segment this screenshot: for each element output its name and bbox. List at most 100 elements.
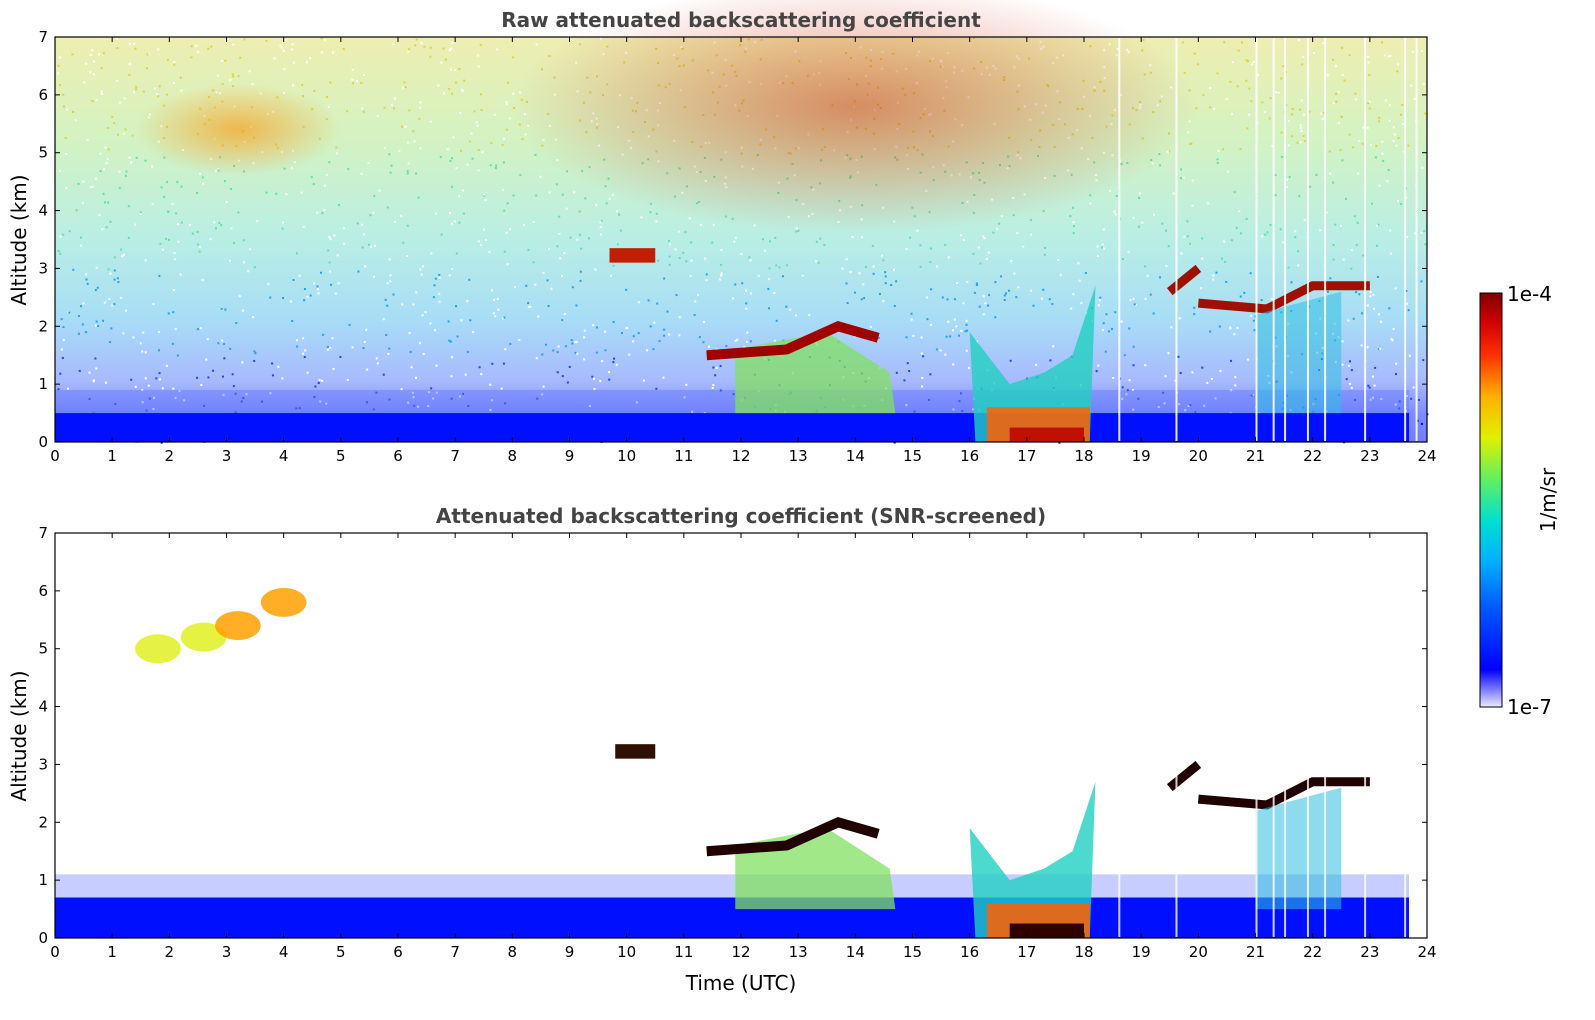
- noise-pixel: [59, 252, 62, 255]
- noise-pixel: [273, 57, 276, 60]
- noise-pixel: [153, 396, 156, 399]
- noise-pixel: [478, 366, 481, 369]
- noise-pixel: [720, 272, 723, 275]
- noise-pixel: [144, 159, 147, 162]
- noise-pixel: [946, 298, 949, 301]
- noise-pixel: [690, 241, 693, 244]
- noise-pixel: [1233, 191, 1236, 194]
- noise-pixel: [745, 307, 748, 310]
- noise-pixel: [1282, 65, 1285, 68]
- noise-pixel: [1223, 240, 1226, 243]
- noise-pixel: [1421, 166, 1424, 169]
- cloud-patch: [180, 622, 227, 652]
- noise-pixel: [1165, 229, 1168, 232]
- noise-pixel: [93, 60, 96, 63]
- noise-pixel: [298, 407, 301, 410]
- noise-pixel: [1121, 386, 1124, 389]
- noise-pixel: [674, 248, 677, 251]
- noise-pixel: [781, 275, 784, 278]
- noise-pixel: [458, 67, 461, 70]
- noise-pixel: [542, 271, 545, 274]
- noise-pixel: [144, 377, 147, 380]
- noise-pixel: [1144, 364, 1147, 367]
- noise-pixel: [406, 254, 409, 257]
- noise-pixel: [773, 339, 776, 342]
- noise-pixel: [483, 194, 486, 197]
- noise-pixel: [1422, 82, 1425, 85]
- noise-pixel: [1105, 313, 1108, 316]
- noise-pixel: [199, 172, 202, 175]
- noise-pixel: [160, 186, 163, 189]
- noise-pixel: [196, 51, 199, 54]
- noise-pixel: [275, 192, 278, 195]
- noise-pixel: [1300, 129, 1303, 132]
- noise-pixel: [195, 44, 198, 47]
- noise-pixel: [1341, 340, 1344, 343]
- noise-pixel: [774, 236, 777, 239]
- noise-pixel: [404, 86, 407, 89]
- noise-pixel: [1420, 231, 1423, 234]
- noise-pixel: [213, 221, 216, 224]
- noise-pixel: [920, 352, 923, 355]
- noise-pixel: [130, 378, 133, 381]
- noise-pixel: [494, 315, 497, 318]
- screened-y-axis-label: Altitude (km): [7, 670, 31, 801]
- noise-pixel: [773, 291, 776, 294]
- noise-pixel: [968, 367, 971, 370]
- noise-pixel: [612, 320, 615, 323]
- noise-pixel: [100, 92, 103, 95]
- noise-pixel: [382, 318, 385, 321]
- noise-pixel: [461, 189, 464, 192]
- x-tick-label: 19: [1132, 447, 1151, 465]
- noise-pixel: [880, 254, 883, 257]
- noise-pixel: [95, 266, 98, 269]
- noise-pixel: [1199, 287, 1202, 290]
- noise-pixel: [240, 400, 243, 403]
- noise-pixel: [657, 259, 660, 262]
- noise-pixel: [1250, 63, 1253, 66]
- noise-pixel: [1003, 299, 1006, 302]
- noise-pixel: [1058, 441, 1061, 444]
- noise-pixel: [689, 274, 692, 277]
- noise-pixel: [1281, 155, 1284, 158]
- noise-pixel: [157, 48, 160, 51]
- noise-pixel: [261, 400, 264, 403]
- noise-pixel: [1349, 382, 1352, 385]
- noise-pixel: [378, 189, 381, 192]
- noise-pixel: [456, 335, 459, 338]
- noise-pixel: [642, 379, 645, 382]
- noise-pixel: [599, 380, 602, 383]
- x-tick-label: 4: [279, 447, 289, 465]
- missing-profile: [1324, 534, 1327, 937]
- noise-pixel: [418, 117, 421, 120]
- missing-profile: [1255, 38, 1258, 441]
- noise-pixel: [97, 325, 100, 328]
- noise-pixel: [317, 292, 320, 295]
- noise-pixel: [506, 81, 509, 84]
- noise-pixel: [384, 298, 387, 301]
- noise-pixel: [451, 41, 454, 44]
- noise-pixel: [1373, 384, 1376, 387]
- noise-pixel: [1230, 389, 1233, 392]
- noise-pixel: [1303, 219, 1306, 222]
- noise-pixel: [165, 181, 168, 184]
- noise-pixel: [1084, 272, 1087, 275]
- noise-pixel: [930, 288, 933, 291]
- noise-pixel: [75, 209, 78, 212]
- noise-pixel: [231, 73, 234, 76]
- noise-pixel: [552, 349, 555, 352]
- screened-panel: 0 1 2 3 4 5 6 7 8 9 10 11 12 13 14 15 16 17 18 19 20 21 22 23 24…: [7, 504, 1437, 995]
- noise-pixel: [314, 385, 317, 388]
- noise-pixel: [1189, 404, 1192, 407]
- noise-pixel: [183, 399, 186, 402]
- noise-pixel: [280, 46, 283, 49]
- x-tick-label: 22: [1303, 943, 1322, 961]
- noise-pixel: [1368, 74, 1371, 77]
- noise-pixel: [490, 142, 493, 145]
- noise-pixel: [599, 226, 602, 229]
- noise-pixel: [1320, 112, 1323, 115]
- noise-pixel: [281, 227, 284, 230]
- noise-pixel: [325, 173, 328, 176]
- noise-pixel: [698, 336, 701, 339]
- noise-pixel: [222, 393, 225, 396]
